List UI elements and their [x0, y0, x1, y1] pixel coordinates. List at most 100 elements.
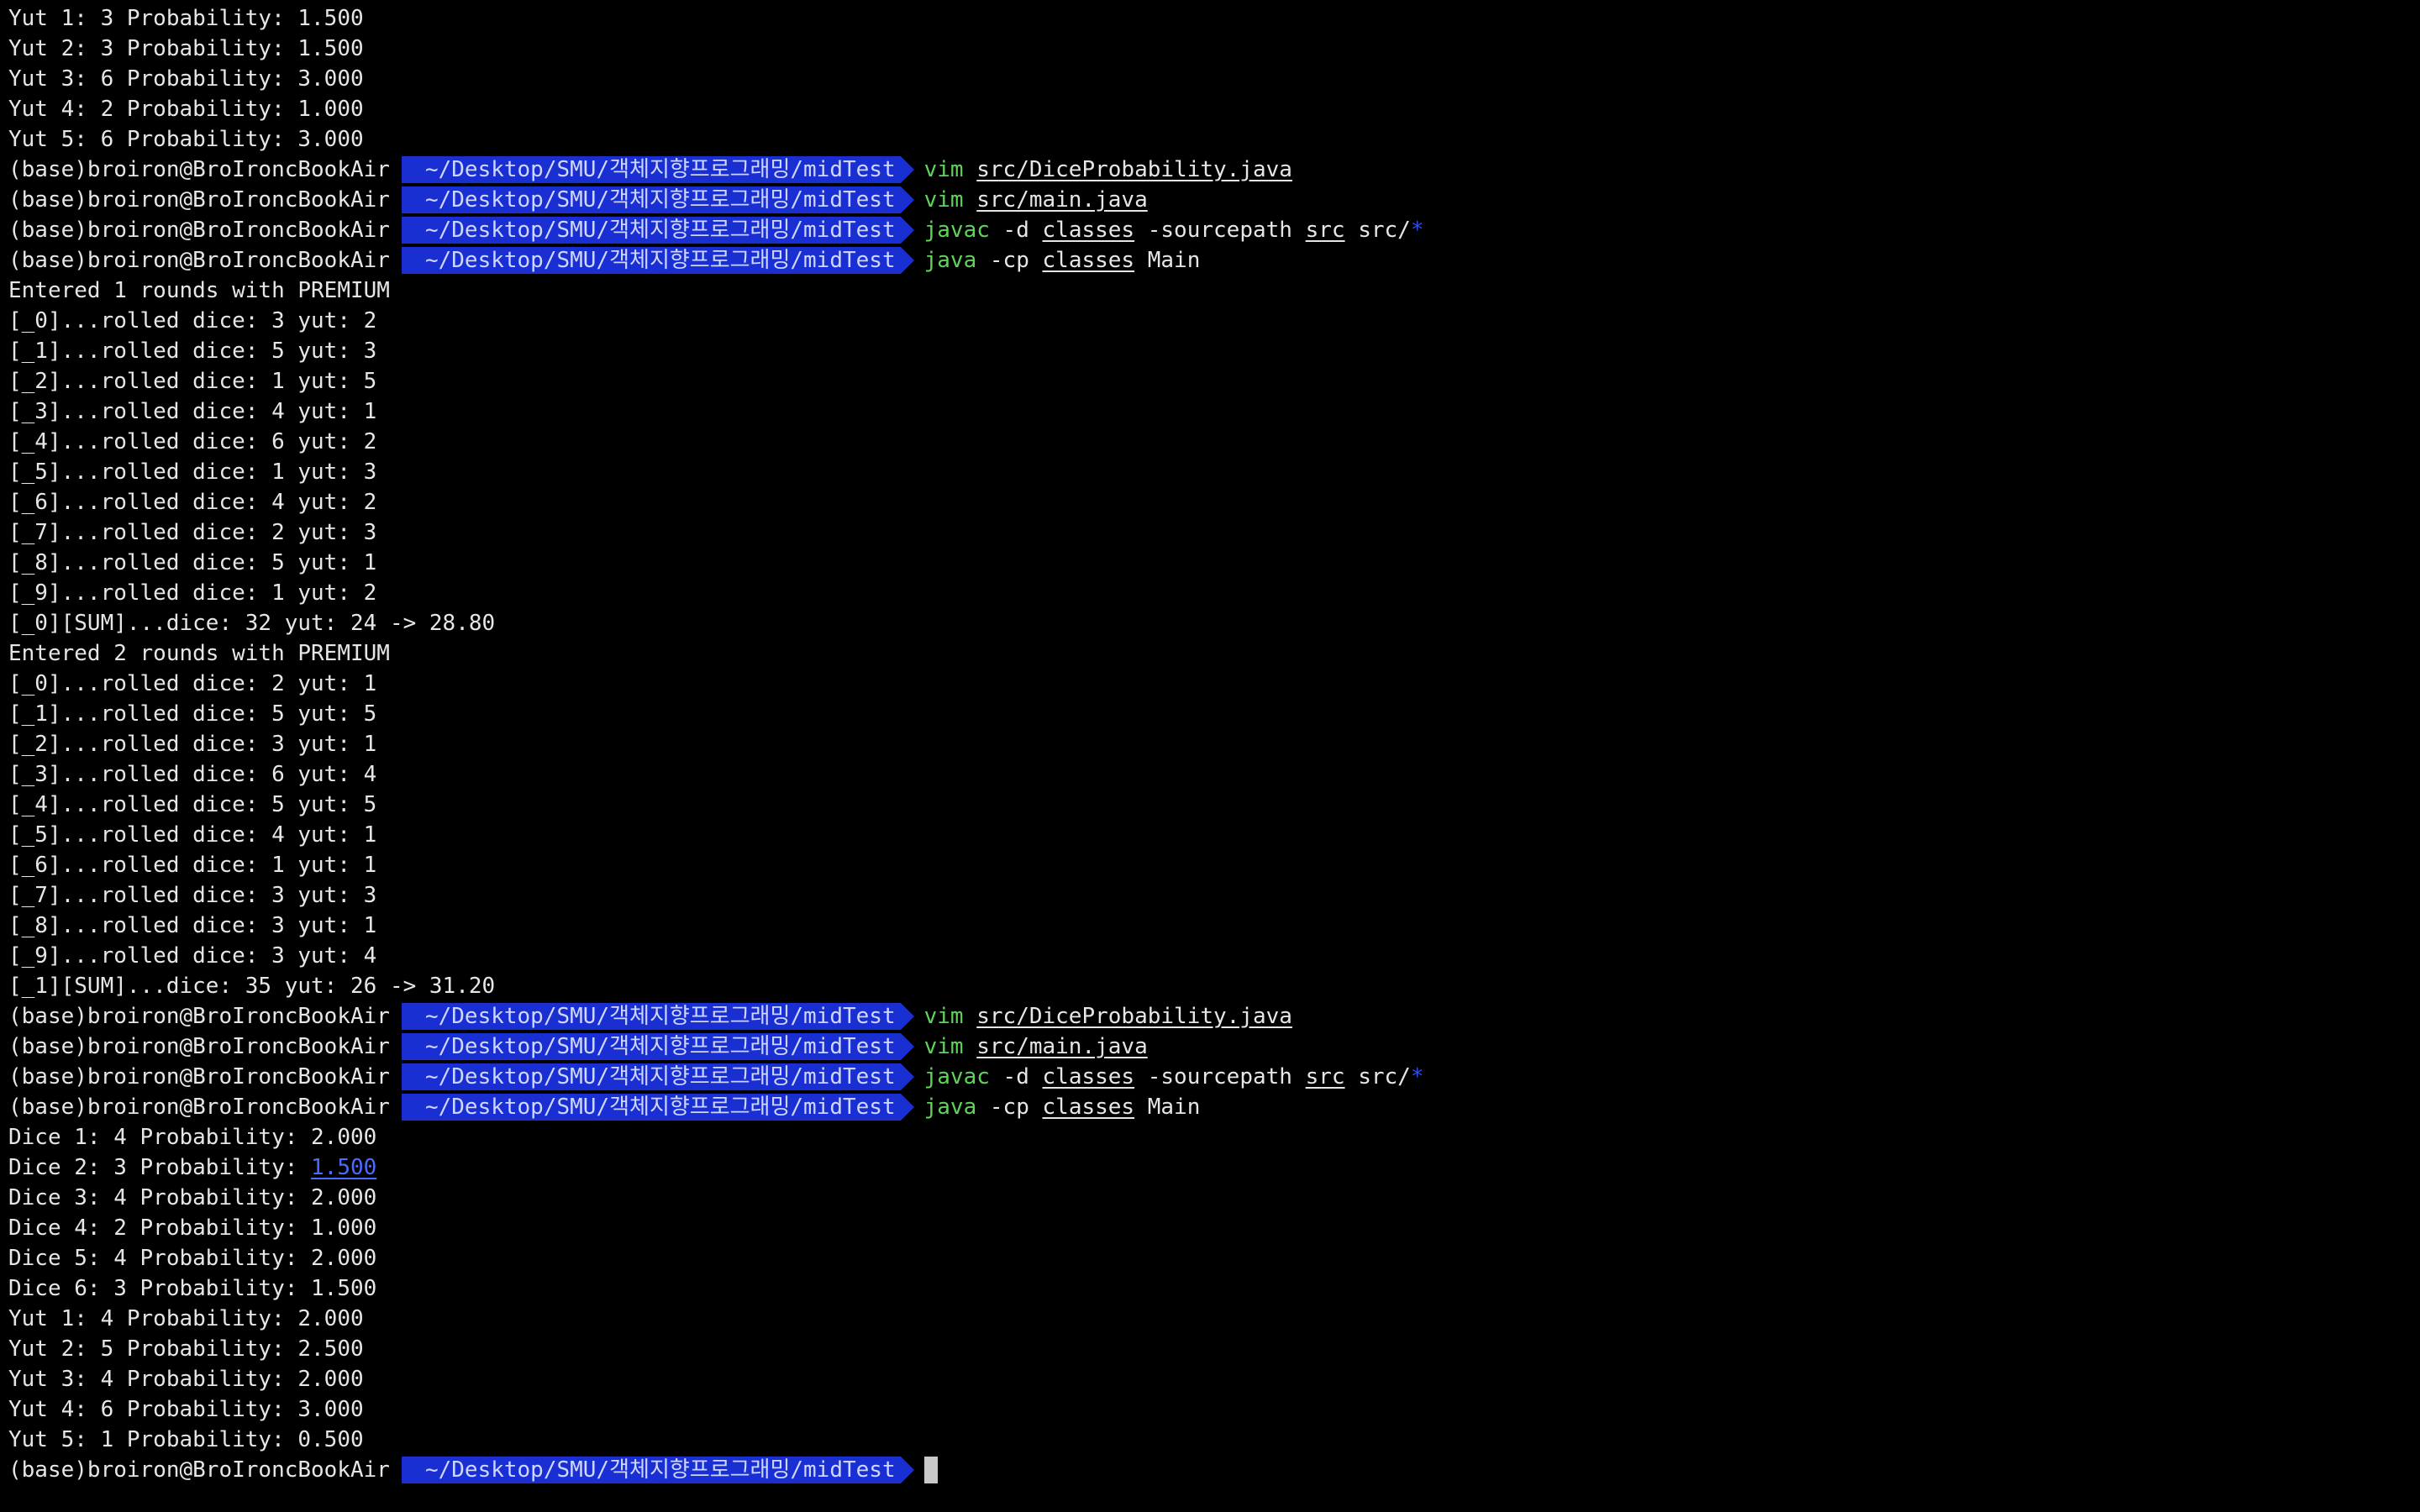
output-line: [_2]...rolled dice: 1 yut: 5 — [8, 369, 377, 394]
command-argument: -sourcepath — [1147, 1064, 1292, 1089]
path-argument[interactable]: src/main.java — [976, 187, 1148, 213]
output-line: Dice 5: 4 Probability: 2.000 — [8, 1246, 377, 1271]
command-argument: Main — [1147, 1095, 1201, 1120]
prompt-line: (base) broiron@BroIroncBookAir ~/Desktop/… — [8, 1032, 2420, 1062]
command-line: vim src/DiceProbability.java — [924, 1001, 1292, 1032]
command-argument: src/ — [1358, 1064, 1411, 1089]
prompt-path-segment: ~/Desktop/SMU/객체지향프로그래밍/midTest — [401, 247, 914, 274]
output-line: [_8]...rolled dice: 5 yut: 1 — [8, 550, 377, 575]
command-name: javac — [923, 1064, 990, 1089]
path-argument[interactable]: src/main.java — [976, 1034, 1148, 1059]
user-host: broiron@BroIroncBookAir — [87, 187, 390, 213]
output-line: [_3]...rolled dice: 4 yut: 1 — [8, 399, 377, 424]
path-argument[interactable]: classes — [1042, 218, 1135, 243]
output-line: [_6]...rolled dice: 1 yut: 1 — [8, 853, 377, 878]
output-line: Yut 2: 5 Probability: 2.500 — [8, 1336, 364, 1362]
output-line: [_2]...rolled dice: 3 yut: 1 — [8, 732, 377, 757]
output-line: Dice 4: 2 Probability: 1.000 — [8, 1215, 377, 1241]
detected-link[interactable]: 1.500 — [311, 1155, 377, 1180]
output-line: [_5]...rolled dice: 1 yut: 3 — [8, 459, 377, 485]
output-line: Yut 5: 1 Probability: 0.500 — [8, 1427, 364, 1452]
command-name: vim — [923, 187, 964, 213]
command-name: vim — [923, 1034, 964, 1059]
prompt-path-segment: ~/Desktop/SMU/객체지향프로그래밍/midTest — [401, 1094, 914, 1121]
command-line: javac -d classes -sourcepath src src/* — [924, 1062, 1424, 1092]
prompt-line: (base) broiron@BroIroncBookAir ~/Desktop/… — [8, 215, 2420, 245]
prompt-line: (base) broiron@BroIroncBookAir ~/Desktop/… — [8, 1062, 2420, 1092]
user-host: broiron@BroIroncBookAir — [87, 157, 390, 182]
output-line: [_4]...rolled dice: 6 yut: 2 — [8, 429, 377, 454]
output-line: Yut 1: 3 Probability: 1.500 — [8, 6, 364, 31]
output-line: [_3]...rolled dice: 6 yut: 4 — [8, 762, 377, 787]
path-argument[interactable]: src — [1305, 1064, 1345, 1089]
terminal-output: Yut 1: 3 Probability: 1.500 Yut 2: 3 Prob… — [8, 3, 2420, 1485]
command-argument: -sourcepath — [1147, 218, 1292, 243]
prompt-line: (base) broiron@BroIroncBookAir ~/Desktop/… — [8, 1001, 2420, 1032]
conda-env-label: (base) — [8, 1064, 87, 1089]
conda-env-label: (base) — [8, 187, 87, 213]
path-argument[interactable]: src/DiceProbability.java — [976, 1004, 1292, 1029]
output-line: [_5]...rolled dice: 4 yut: 1 — [8, 822, 377, 848]
command-argument: -d — [1002, 1064, 1029, 1089]
conda-env-label: (base) — [8, 1095, 87, 1120]
user-host: broiron@BroIroncBookAir — [87, 1034, 390, 1059]
command-argument: Main — [1147, 248, 1201, 273]
output-line: [_1]...rolled dice: 5 yut: 5 — [8, 701, 377, 727]
conda-env-label: (base) — [8, 218, 87, 243]
output-line: Yut 4: 6 Probability: 3.000 — [8, 1397, 364, 1422]
conda-env-label: (base) — [8, 1457, 87, 1483]
output-line: [_4]...rolled dice: 5 yut: 5 — [8, 792, 377, 817]
output-line: Dice 3: 4 Probability: 2.000 — [8, 1185, 377, 1210]
path-argument[interactable]: classes — [1042, 248, 1135, 273]
output-line: Dice 6: 3 Probability: 1.500 — [8, 1276, 377, 1301]
glob-wildcard: * — [1410, 1064, 1424, 1089]
prompt-path-segment: ~/Desktop/SMU/객체지향프로그래밍/midTest — [401, 1457, 914, 1483]
command-name: java — [923, 248, 977, 273]
command-argument: -cp — [989, 248, 1029, 273]
command-argument: -cp — [989, 1095, 1029, 1120]
output-line: [_6]...rolled dice: 4 yut: 2 — [8, 490, 377, 515]
output-line: [_0][SUM]...dice: 32 yut: 24 -> 28.80 — [8, 611, 496, 636]
conda-env-label: (base) — [8, 248, 87, 273]
prompt-path-segment: ~/Desktop/SMU/객체지향프로그래밍/midTest — [401, 217, 914, 244]
output-line: Yut 3: 4 Probability: 2.000 — [8, 1367, 364, 1392]
prompt-line: (base) broiron@BroIroncBookAir ~/Desktop/… — [8, 1455, 2420, 1485]
terminal-cursor[interactable] — [923, 1457, 938, 1483]
prompt-path-segment: ~/Desktop/SMU/객체지향프로그래밍/midTest — [401, 1003, 914, 1030]
command-name: vim — [923, 157, 964, 182]
path-argument[interactable]: src/DiceProbability.java — [976, 157, 1292, 182]
command-argument: -d — [1002, 218, 1029, 243]
command-name: vim — [923, 1004, 964, 1029]
user-host: broiron@BroIroncBookAir — [87, 1064, 390, 1089]
prompt-path-segment: ~/Desktop/SMU/객체지향프로그래밍/midTest — [401, 156, 914, 183]
prompt-path-segment: ~/Desktop/SMU/객체지향프로그래밍/midTest — [401, 1063, 914, 1090]
glob-wildcard: * — [1410, 218, 1424, 243]
conda-env-label: (base) — [8, 157, 87, 182]
path-argument[interactable]: classes — [1042, 1095, 1135, 1120]
output-line: [_9]...rolled dice: 3 yut: 4 — [8, 943, 377, 969]
path-argument[interactable]: src — [1305, 218, 1345, 243]
prompt-line: (base) broiron@BroIroncBookAir ~/Desktop/… — [8, 155, 2420, 185]
prompt-path-segment: ~/Desktop/SMU/객체지향프로그래밍/midTest — [401, 1033, 914, 1060]
user-host: broiron@BroIroncBookAir — [87, 1095, 390, 1120]
user-host: broiron@BroIroncBookAir — [87, 1004, 390, 1029]
output-line: Dice 1: 4 Probability: 2.000 — [8, 1125, 377, 1150]
output-line: [_0]...rolled dice: 3 yut: 2 — [8, 308, 377, 333]
command-line: vim src/main.java — [924, 185, 1148, 215]
output-line: Yut 4: 2 Probability: 1.000 — [8, 97, 364, 122]
output-line: Dice 2: 3 Probability: 1.500 — [8, 1152, 2420, 1183]
output-line: Entered 1 rounds with PREMIUM — [8, 278, 390, 303]
command-line: vim src/DiceProbability.java — [924, 155, 1292, 185]
command-line: java -cp classes Main — [924, 245, 1201, 276]
prompt-line: (base) broiron@BroIroncBookAir ~/Desktop/… — [8, 1092, 2420, 1122]
user-host: broiron@BroIroncBookAir — [87, 248, 390, 273]
path-argument[interactable]: classes — [1042, 1064, 1135, 1089]
command-line: vim src/main.java — [924, 1032, 1148, 1062]
command-argument: src/ — [1358, 218, 1411, 243]
command-name: java — [923, 1095, 977, 1120]
output-line: Entered 2 rounds with PREMIUM — [8, 641, 390, 666]
prompt-path-segment: ~/Desktop/SMU/객체지향프로그래밍/midTest — [401, 186, 914, 213]
command-name: javac — [923, 218, 990, 243]
output-line: Yut 1: 4 Probability: 2.000 — [8, 1306, 364, 1331]
